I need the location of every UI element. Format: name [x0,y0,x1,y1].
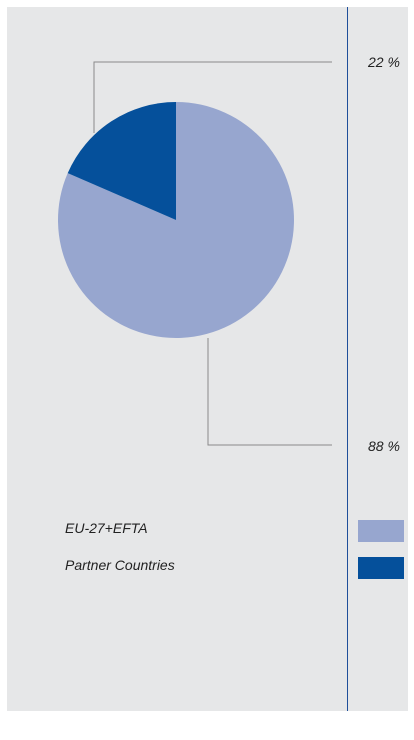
eu-percent-label: 88 % [368,438,400,454]
leader-line-eu [207,338,332,446]
legend-swatch-partner [358,557,404,579]
leader-line-partner [93,61,332,133]
legend-label-eu: EU-27+EFTA [65,520,148,536]
column-divider [347,7,348,711]
partner-percent-label: 22 % [368,54,400,70]
pie-slice-eu-efta [57,102,294,338]
legend-swatch-eu [358,520,404,542]
pie-slice-partner-countries [67,102,176,220]
legend-label-partner: Partner Countries [65,557,175,573]
